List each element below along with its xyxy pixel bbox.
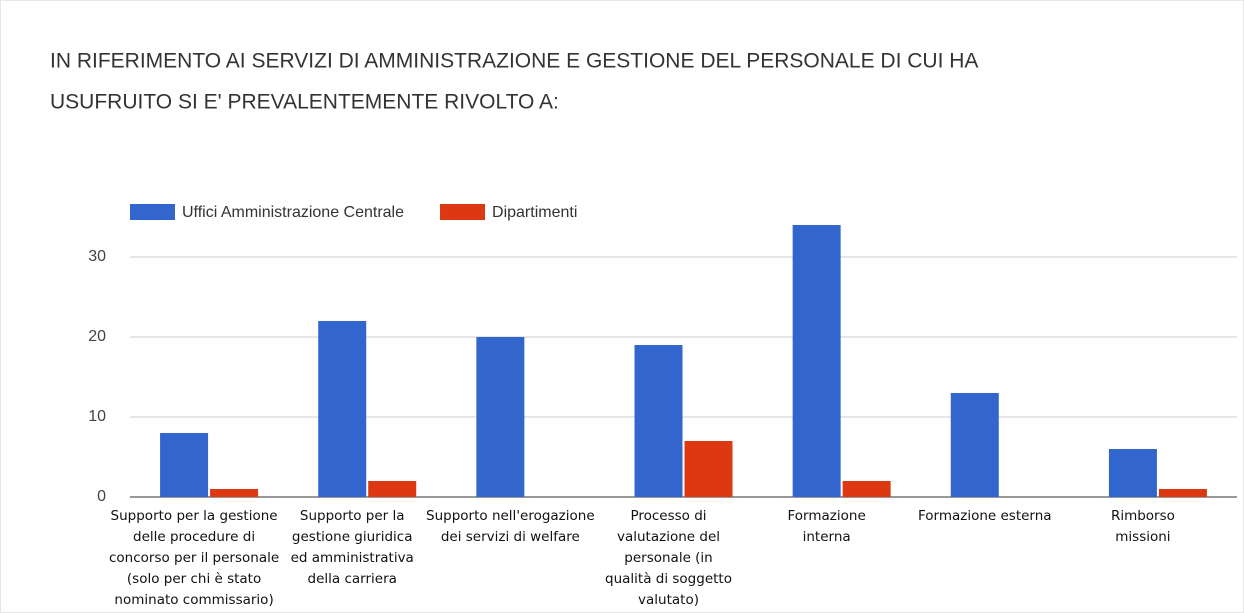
y-tick-label: 20: [88, 328, 106, 345]
x-tick-label: concorso per il personale: [109, 550, 279, 566]
x-tick-label: gestione giuridica: [292, 529, 413, 545]
x-tick-label: delle procedure di: [133, 529, 255, 545]
x-tick-label: valutato): [638, 592, 699, 608]
y-tick-label: 0: [97, 488, 106, 505]
x-tick-label: personale (in: [624, 550, 712, 566]
bar: [684, 441, 733, 497]
x-tick-label: valutazione del: [617, 529, 720, 545]
bar: [1158, 489, 1207, 497]
bar: [318, 321, 367, 497]
bar: [160, 433, 209, 497]
y-tick-label: 10: [88, 408, 106, 425]
legend-label: Dipartimenti: [492, 204, 577, 221]
x-tick-label: dei servizi di welfare: [441, 529, 580, 545]
bar: [476, 337, 525, 497]
bar: [1108, 449, 1157, 497]
bar: [634, 345, 683, 497]
bar: [792, 225, 841, 497]
legend-swatch: [130, 204, 175, 220]
bar: [950, 393, 999, 497]
x-tick-label: ed amministrativa: [291, 550, 414, 566]
x-tick-label: missioni: [1115, 529, 1170, 545]
x-tick-label: Formazione: [788, 508, 866, 524]
x-tick-label: Supporto per la gestione: [111, 508, 278, 524]
x-tick-label: Formazione esterna: [918, 508, 1052, 524]
bar: [368, 481, 417, 497]
x-tick-label: interna: [803, 529, 851, 545]
x-tick-label: della carriera: [308, 571, 397, 587]
legend-label: Uffici Amministrazione Centrale: [182, 204, 404, 221]
x-tick-label: Processo di: [630, 508, 706, 524]
y-tick-label: 30: [88, 248, 106, 265]
x-tick-label: nominato commissario): [114, 592, 273, 608]
x-tick-label: Supporto per la: [300, 508, 405, 524]
bar: [210, 489, 259, 497]
chart-title: IN RIFERIMENTO AI SERVIZI DI AMMINISTRAZ…: [50, 50, 978, 73]
x-tick-label: Supporto nell'erogazione: [426, 508, 595, 524]
legend-swatch: [440, 204, 486, 220]
x-tick-label: (solo per chi è stato: [127, 571, 261, 587]
chart-title: USUFRUITO SI E' PREVALENTEMENTE RIVOLTO …: [50, 91, 559, 114]
x-tick-label: Rimborso: [1111, 508, 1175, 524]
x-tick-label: qualità di soggetto: [605, 571, 732, 587]
bar: [842, 481, 891, 497]
